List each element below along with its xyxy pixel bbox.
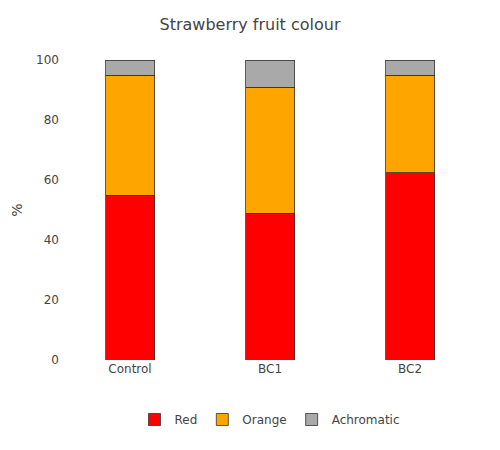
svg-text:40: 40 <box>44 233 59 247</box>
svg-text:Strawberry fruit colour: Strawberry fruit colour <box>159 15 340 34</box>
svg-text:20: 20 <box>44 293 59 307</box>
svg-text:Red: Red <box>175 413 198 427</box>
svg-text:Orange: Orange <box>242 413 286 427</box>
svg-text:0: 0 <box>51 353 59 367</box>
svg-text:BC2: BC2 <box>398 362 422 376</box>
svg-text:%: % <box>9 203 25 216</box>
svg-text:Achromatic: Achromatic <box>332 413 400 427</box>
svg-text:BC1: BC1 <box>258 362 282 376</box>
svg-text:80: 80 <box>44 113 59 127</box>
svg-text:60: 60 <box>44 173 59 187</box>
svg-text:Control: Control <box>108 362 151 376</box>
svg-text:100: 100 <box>36 53 59 67</box>
